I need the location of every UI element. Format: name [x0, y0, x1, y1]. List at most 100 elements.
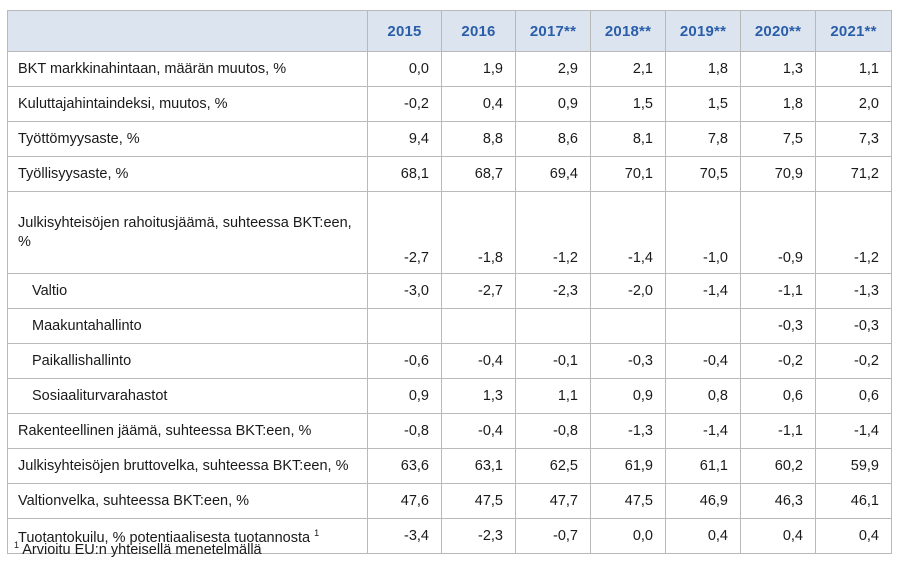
- value-cell: 1,3: [740, 51, 816, 87]
- table-row: Julkisyhteisöjen bruttovelka, suhteessa …: [7, 448, 892, 484]
- table-row: Valtio -3,0 -2,7 -2,3 -2,0 -1,4 -1,1 -1,3: [7, 273, 892, 309]
- row-label-text: Paikallishallinto: [32, 352, 132, 369]
- value-cell: -0,3: [815, 308, 892, 344]
- value-cell: -0,3: [740, 308, 816, 344]
- value-cell: 9,4: [367, 121, 442, 157]
- value-cell: 8,1: [590, 121, 666, 157]
- value-cell: -0,2: [740, 343, 816, 379]
- value-cell: 2,1: [590, 51, 666, 87]
- value-cell: 1,8: [740, 86, 816, 122]
- value-cell: -0,2: [367, 86, 442, 122]
- row-label-text: Sosiaaliturvarahastot: [32, 387, 168, 404]
- value-cell: 7,5: [740, 121, 816, 157]
- value-cell: 8,6: [515, 121, 591, 157]
- row-label-text: Työttömyysaste, %: [18, 130, 140, 147]
- value-cell: -2,0: [590, 273, 666, 309]
- value-cell: 61,9: [590, 448, 666, 484]
- value-cell: -2,7: [441, 273, 516, 309]
- value-cell: -3,0: [367, 273, 442, 309]
- value-cell: 70,5: [665, 156, 741, 192]
- value-cell: 1,8: [665, 51, 741, 87]
- value-cell: 70,9: [740, 156, 816, 192]
- row-label: Valtionvelka, suhteessa BKT:een, %: [7, 483, 368, 519]
- value-cell: 63,1: [441, 448, 516, 484]
- value-cell: [441, 308, 516, 344]
- header-label-cell: [7, 10, 368, 52]
- value-cell: -0,4: [665, 343, 741, 379]
- header-year-2017: 2017**: [515, 10, 591, 52]
- value-cell: -0,1: [515, 343, 591, 379]
- value-cell: -2,3: [515, 273, 591, 309]
- value-cell: 2,9: [515, 51, 591, 87]
- row-label: Työttömyysaste, %: [7, 121, 368, 157]
- table-row: Maakuntahallinto -0,3 -0,3: [7, 308, 892, 344]
- row-label-text: Valtio: [32, 282, 68, 299]
- value-cell: [367, 308, 442, 344]
- value-cell: 60,2: [740, 448, 816, 484]
- row-label: Tuotantokuilu, % potentiaalisesta tuotan…: [7, 518, 368, 554]
- value-cell: -1,4: [815, 413, 892, 449]
- value-cell: -0,2: [815, 343, 892, 379]
- value-cell: 0,9: [590, 378, 666, 414]
- row-label-text: Tuotantokuilu, % potentiaalisesta tuotan…: [18, 529, 311, 546]
- value-cell: 0,6: [815, 378, 892, 414]
- row-label: Julkisyhteisöjen bruttovelka, suhteessa …: [7, 448, 368, 484]
- table-row: Tuotantokuilu, % potentiaalisesta tuotan…: [7, 518, 892, 554]
- header-year-2021: 2021**: [815, 10, 892, 52]
- value-cell: 47,5: [590, 483, 666, 519]
- row-label-text: Julkisyhteisöjen bruttovelka, suhteessa …: [18, 457, 349, 474]
- value-cell: 1,1: [815, 51, 892, 87]
- value-cell: -0,6: [367, 343, 442, 379]
- value-cell: -1,1: [740, 413, 816, 449]
- row-label-text: Valtionvelka, suhteessa BKT:een, %: [18, 492, 250, 509]
- value-cell: [665, 308, 741, 344]
- value-cell: 59,9: [815, 448, 892, 484]
- value-cell: 7,3: [815, 121, 892, 157]
- value-cell: 1,9: [441, 51, 516, 87]
- value-cell: -0,3: [590, 343, 666, 379]
- value-cell: 0,4: [740, 518, 816, 554]
- row-label-text: Rakenteellinen jäämä, suhteessa BKT:een,…: [18, 422, 312, 439]
- value-cell: 1,5: [590, 86, 666, 122]
- value-cell: -1,1: [740, 273, 816, 309]
- value-cell: 1,3: [441, 378, 516, 414]
- row-label: Julkisyhteisöjen rahoitusjäämä, suhteess…: [7, 191, 368, 274]
- table-row: Julkisyhteisöjen rahoitusjäämä, suhteess…: [7, 191, 892, 274]
- table-row: BKT markkinahintaan, määrän muutos, % 0,0…: [7, 51, 892, 87]
- row-label: Rakenteellinen jäämä, suhteessa BKT:een,…: [7, 413, 368, 449]
- row-label: Työllisyysaste, %: [7, 156, 368, 192]
- value-cell: 1,1: [515, 378, 591, 414]
- value-cell: -1,3: [815, 273, 892, 309]
- value-cell: -1,3: [590, 413, 666, 449]
- row-label: Kuluttajahintaindeksi, muutos, %: [7, 86, 368, 122]
- row-label: BKT markkinahintaan, määrän muutos, %: [7, 51, 368, 87]
- value-cell: -2,7: [367, 191, 442, 274]
- value-cell: 46,1: [815, 483, 892, 519]
- value-cell: 7,8: [665, 121, 741, 157]
- footnote-text: Arvioitu EU:n yhteisellä menetelmällä: [19, 541, 262, 558]
- table-row: Valtionvelka, suhteessa BKT:een, % 47,6 47…: [7, 483, 892, 519]
- value-cell: -0,8: [515, 413, 591, 449]
- value-cell: 70,1: [590, 156, 666, 192]
- value-cell: 0,6: [740, 378, 816, 414]
- value-cell: -2,3: [441, 518, 516, 554]
- value-cell: 47,5: [441, 483, 516, 519]
- value-cell: 0,8: [665, 378, 741, 414]
- value-cell: -1,4: [590, 191, 666, 274]
- table-row: Työttömyysaste, % 9,4 8,8 8,6 8,1 7,8 7,5 7,3: [7, 121, 892, 157]
- value-cell: -1,4: [665, 273, 741, 309]
- value-cell: 62,5: [515, 448, 591, 484]
- value-cell: 2,0: [815, 86, 892, 122]
- value-cell: 68,1: [367, 156, 442, 192]
- value-cell: -0,8: [367, 413, 442, 449]
- header-year-2019: 2019**: [665, 10, 741, 52]
- value-cell: 71,2: [815, 156, 892, 192]
- value-cell: -0,4: [441, 413, 516, 449]
- value-cell: 63,6: [367, 448, 442, 484]
- value-cell: [590, 308, 666, 344]
- header-row: 2015 2016 2017** 2018** 2019** 2020** 20…: [7, 10, 892, 52]
- header-year-2018: 2018**: [590, 10, 666, 52]
- value-cell: 8,8: [441, 121, 516, 157]
- row-label-text: Maakuntahallinto: [32, 317, 142, 334]
- value-cell: 0,0: [367, 51, 442, 87]
